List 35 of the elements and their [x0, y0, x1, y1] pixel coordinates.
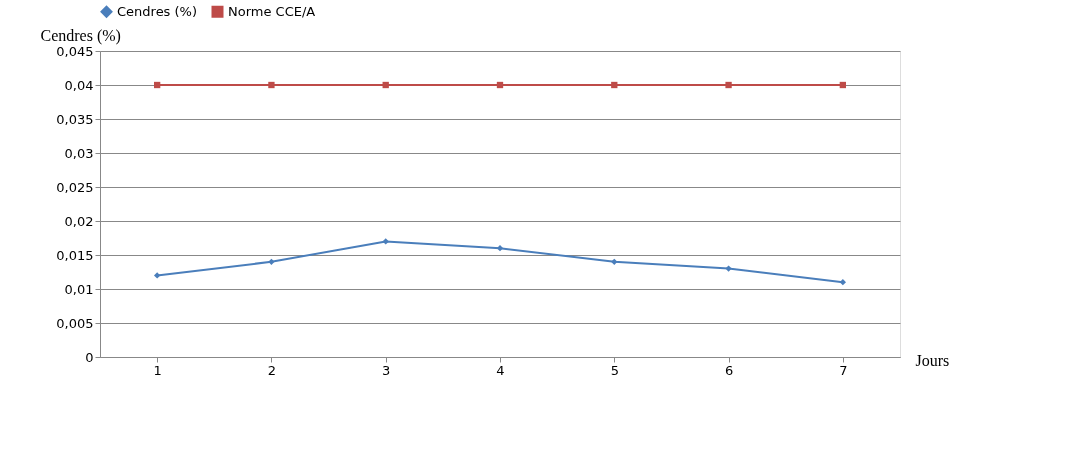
point [382, 81, 389, 89]
x-tick-label: 5 [610, 362, 619, 378]
point [382, 238, 389, 245]
y-axis-title: Cendres (%) [40, 26, 121, 45]
x-tick-label: 1 [153, 362, 162, 378]
y-tick-label: 0,005 [56, 315, 94, 331]
y-tick-label: 0,02 [64, 213, 94, 229]
point [611, 258, 618, 265]
point [153, 272, 161, 279]
y-tick-label: 0,045 [56, 43, 94, 59]
y-tick-label: 0,025 [56, 179, 94, 195]
point [496, 81, 504, 89]
x-tick-label: 7 [839, 362, 848, 378]
point [496, 245, 504, 252]
x-axis-title: Jours [915, 351, 950, 369]
y-tick-label: 0,03 [64, 145, 94, 161]
point [839, 81, 847, 89]
y-tick-label: 0,01 [64, 281, 94, 297]
legend-label: Norme CCE/A [228, 3, 316, 19]
x-tick-label: 6 [724, 362, 734, 378]
point [153, 81, 161, 89]
y-tick-label: 0,015 [56, 247, 94, 263]
x-tick-label: 3 [382, 362, 391, 378]
x-tick-label: 4 [496, 362, 505, 378]
legend-label: Cendres (%) [117, 3, 198, 19]
y-tick-label: 0 [85, 349, 94, 365]
y-tick-label: 0,04 [64, 77, 94, 93]
point [725, 81, 732, 89]
point [611, 81, 618, 89]
y-tick-label: 0,035 [56, 111, 94, 127]
x-tick-label: 2 [267, 362, 277, 378]
point [839, 279, 847, 286]
point [725, 265, 732, 272]
point [268, 258, 275, 265]
point [268, 81, 275, 89]
